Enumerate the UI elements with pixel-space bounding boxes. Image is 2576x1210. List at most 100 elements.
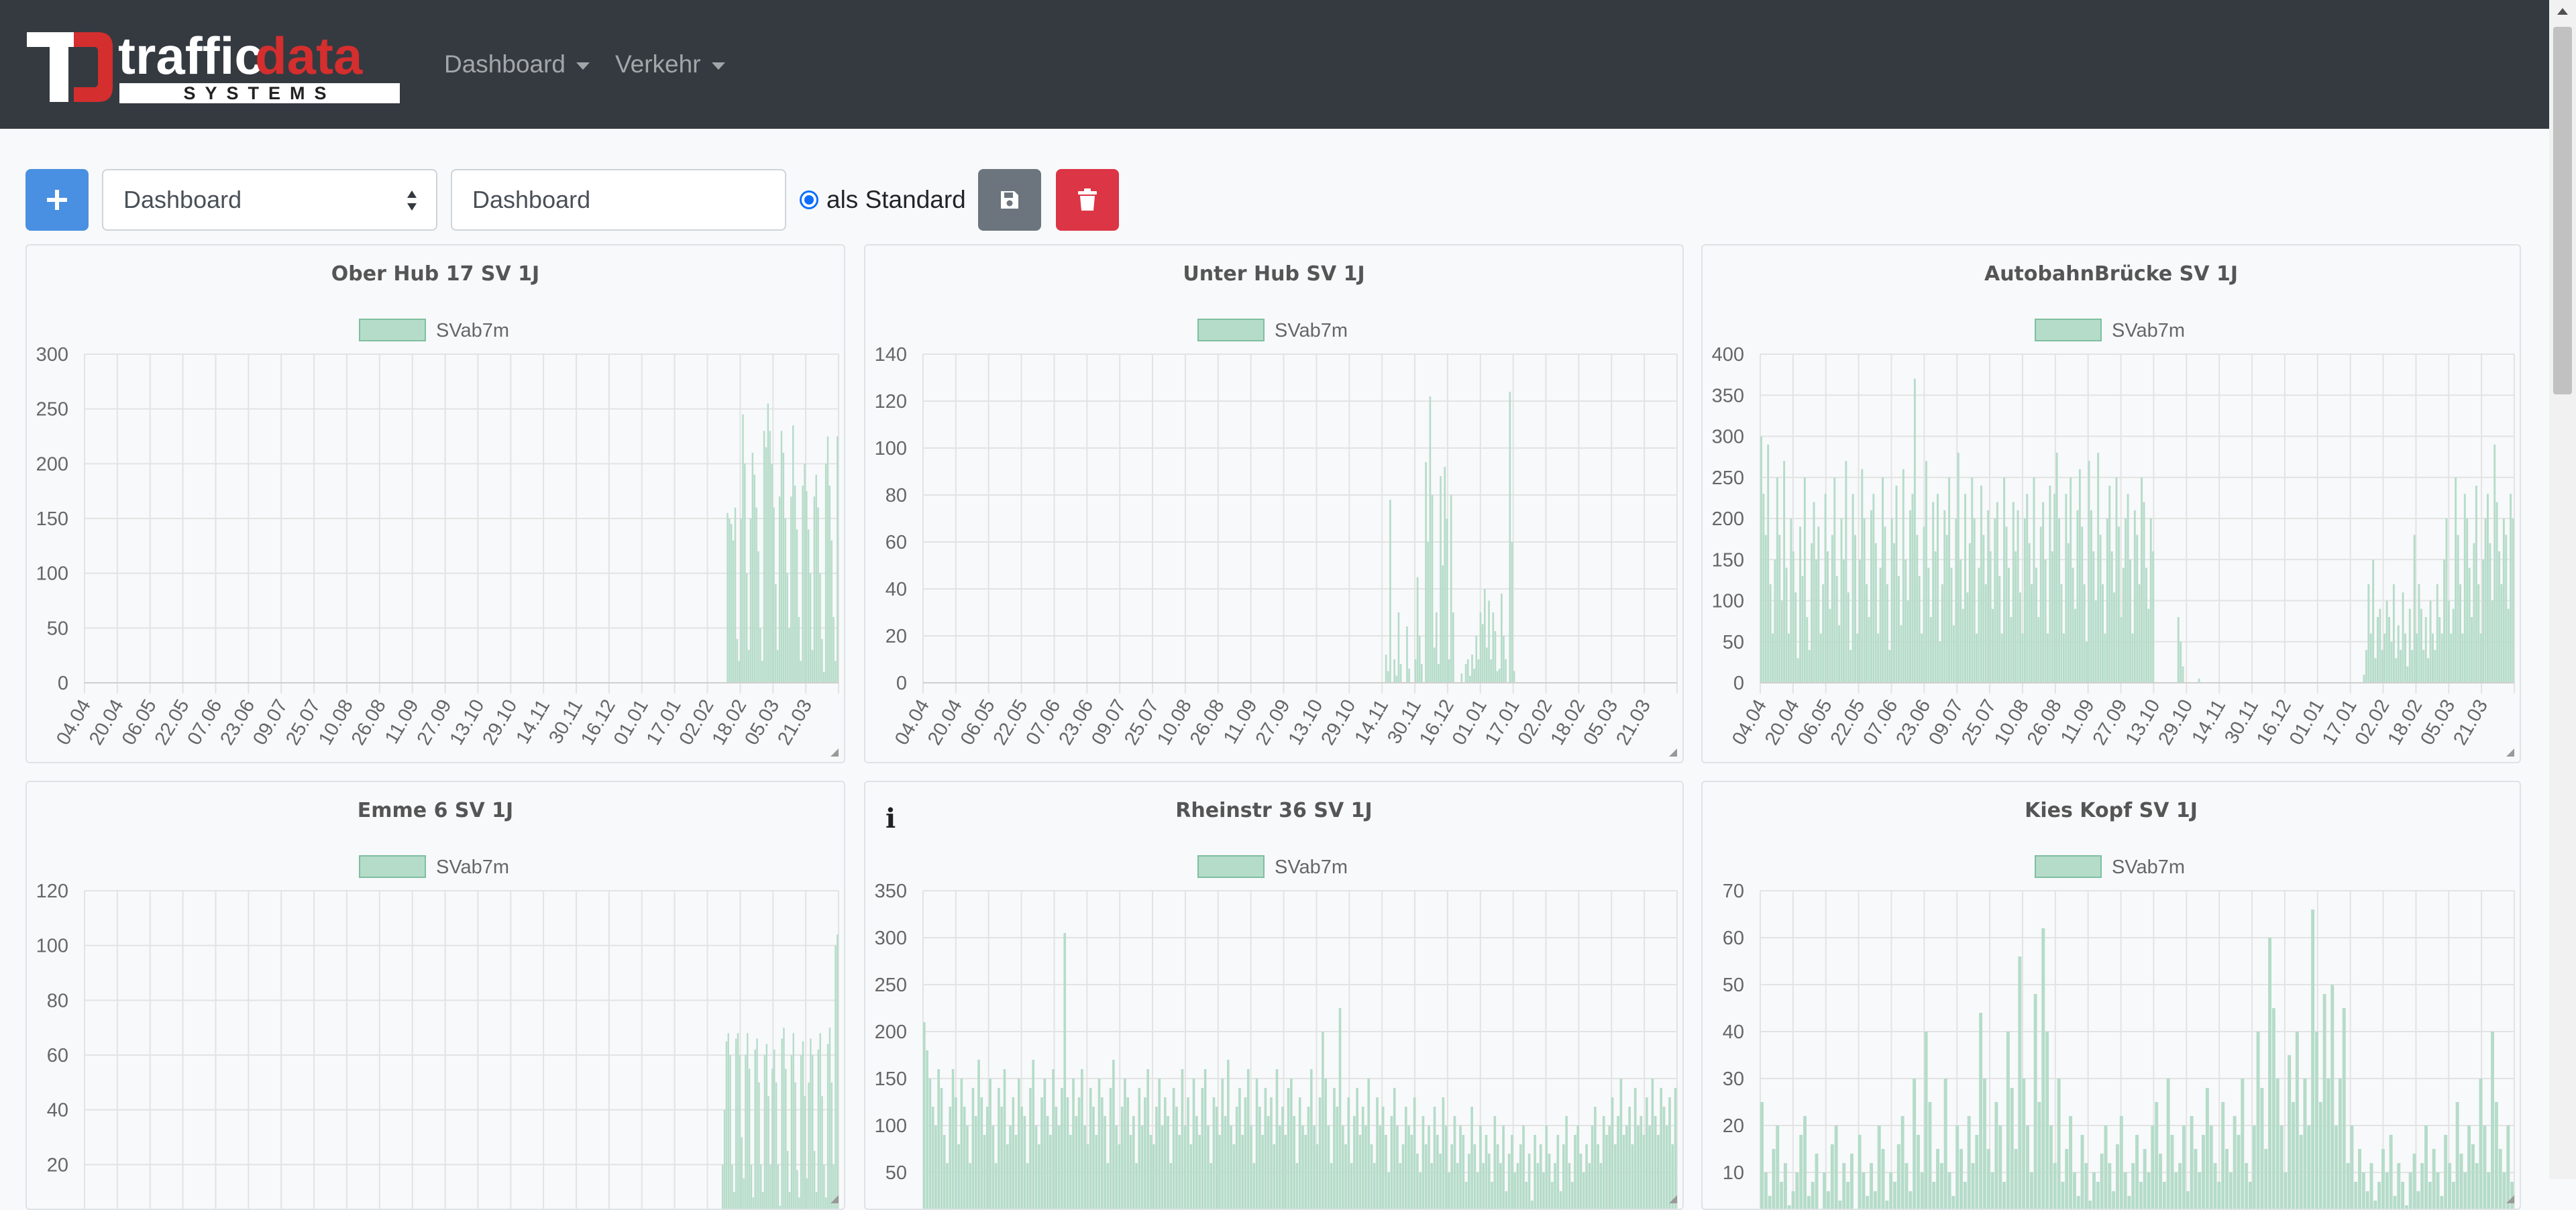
bar bbox=[2438, 617, 2440, 683]
legend-label[interactable]: SVab7m bbox=[436, 857, 509, 878]
bar bbox=[2440, 1196, 2443, 1210]
bar bbox=[1442, 565, 1444, 683]
bar bbox=[837, 934, 838, 1210]
bar bbox=[2053, 494, 2055, 683]
bar bbox=[1823, 1172, 1826, 1210]
legend-label[interactable]: SVab7m bbox=[2112, 857, 2185, 878]
default-radio-group[interactable]: als Standard bbox=[800, 169, 966, 231]
dashboard-select[interactable]: Dashboard bbox=[102, 169, 437, 231]
bar bbox=[1201, 1088, 1204, 1210]
scrollbar-thumb[interactable] bbox=[2553, 27, 2572, 394]
bar bbox=[2084, 584, 2086, 683]
bar bbox=[729, 518, 730, 683]
bar bbox=[1152, 1144, 1155, 1210]
resize-handle-icon[interactable] bbox=[2506, 749, 2514, 757]
bar bbox=[1367, 1079, 1370, 1210]
resize-handle-icon[interactable] bbox=[830, 1195, 839, 1203]
bar bbox=[831, 1083, 833, 1210]
bar bbox=[2008, 568, 2010, 683]
nav-dashboard-dropdown[interactable]: Dashboard bbox=[444, 47, 590, 82]
bar bbox=[1213, 1097, 1216, 1210]
bar bbox=[1513, 671, 1515, 683]
bar bbox=[2483, 1125, 2486, 1210]
resize-handle-icon[interactable] bbox=[2506, 1195, 2514, 1203]
bar bbox=[2339, 1079, 2342, 1210]
bar bbox=[1991, 1172, 1994, 1210]
bar bbox=[1473, 669, 1475, 683]
info-icon[interactable]: i bbox=[885, 806, 900, 832]
bar bbox=[1428, 1125, 1430, 1210]
bar bbox=[745, 1055, 746, 1210]
bar bbox=[1643, 1135, 1646, 1210]
bar bbox=[2424, 1125, 2428, 1210]
bar bbox=[1919, 576, 1921, 683]
bar bbox=[2125, 518, 2127, 683]
bar bbox=[2377, 617, 2379, 683]
bar bbox=[1838, 625, 1840, 683]
bar bbox=[1827, 551, 1829, 683]
scroll-up-arrow-icon[interactable] bbox=[2557, 8, 2568, 15]
default-radio[interactable] bbox=[800, 190, 818, 209]
bar bbox=[1497, 1144, 1499, 1210]
bar bbox=[986, 1107, 989, 1210]
bar bbox=[1224, 1116, 1227, 1210]
bar bbox=[1482, 624, 1484, 683]
bar bbox=[1668, 1097, 1671, 1210]
bar bbox=[1364, 1125, 1367, 1210]
bar bbox=[1015, 1135, 1018, 1210]
y-tick-label: 300 bbox=[875, 928, 907, 949]
bar bbox=[2077, 1196, 2080, 1210]
bar bbox=[1831, 535, 1833, 683]
legend-label[interactable]: SVab7m bbox=[1275, 857, 1348, 878]
resize-handle-icon[interactable] bbox=[1669, 1195, 1677, 1203]
bar bbox=[2104, 634, 2106, 683]
delete-button[interactable] bbox=[1056, 169, 1119, 231]
legend-label[interactable]: SVab7m bbox=[436, 320, 509, 341]
bar bbox=[2135, 1135, 2139, 1210]
bar bbox=[2381, 1149, 2385, 1210]
dashboard-name-input[interactable] bbox=[451, 169, 786, 231]
legend-label[interactable]: SVab7m bbox=[2112, 320, 2185, 341]
bar bbox=[2377, 1182, 2381, 1210]
caret-down-icon bbox=[712, 62, 725, 70]
bar bbox=[794, 1083, 796, 1210]
page-scrollbar[interactable] bbox=[2549, 0, 2576, 1179]
x-tick-label: 29.10 bbox=[2154, 696, 2197, 749]
bar bbox=[2456, 1102, 2459, 1210]
bar bbox=[2120, 617, 2122, 683]
add-widget-button[interactable] bbox=[25, 169, 89, 231]
navbar: traffic data SYSTEMS Dashboard Verkehr bbox=[0, 0, 2576, 129]
bar bbox=[1018, 1079, 1020, 1210]
bar bbox=[1568, 1163, 1571, 1210]
bar bbox=[1247, 1069, 1250, 1210]
bar bbox=[2057, 1079, 2061, 1210]
bar bbox=[1468, 1154, 1470, 1210]
bar bbox=[1328, 1125, 1330, 1210]
bar bbox=[743, 1178, 744, 1210]
bar bbox=[2106, 518, 2108, 683]
bar bbox=[727, 513, 728, 683]
bar bbox=[1469, 676, 1471, 683]
bar bbox=[2225, 1149, 2229, 1210]
save-button[interactable] bbox=[978, 169, 1041, 231]
bar bbox=[1646, 1097, 1648, 1210]
bar bbox=[749, 1068, 750, 1210]
y-tick-label: 0 bbox=[896, 673, 907, 694]
nav-verkehr-dropdown[interactable]: Verkehr bbox=[615, 47, 725, 82]
bar bbox=[2480, 634, 2482, 683]
legend-label[interactable]: SVab7m bbox=[1275, 320, 1348, 341]
bar bbox=[1893, 1182, 1896, 1210]
bar bbox=[2508, 609, 2510, 683]
bar bbox=[2081, 527, 2083, 683]
bar bbox=[1813, 502, 1815, 683]
bar bbox=[1087, 1144, 1089, 1210]
bar bbox=[796, 1170, 798, 1210]
bar bbox=[2466, 518, 2468, 683]
bar bbox=[1175, 1107, 1178, 1210]
bar bbox=[1344, 1144, 1347, 1210]
bar bbox=[2136, 535, 2138, 683]
resize-handle-icon[interactable] bbox=[830, 749, 839, 757]
resize-handle-icon[interactable] bbox=[1669, 749, 1677, 757]
brand-logo[interactable]: traffic data SYSTEMS bbox=[24, 30, 402, 105]
